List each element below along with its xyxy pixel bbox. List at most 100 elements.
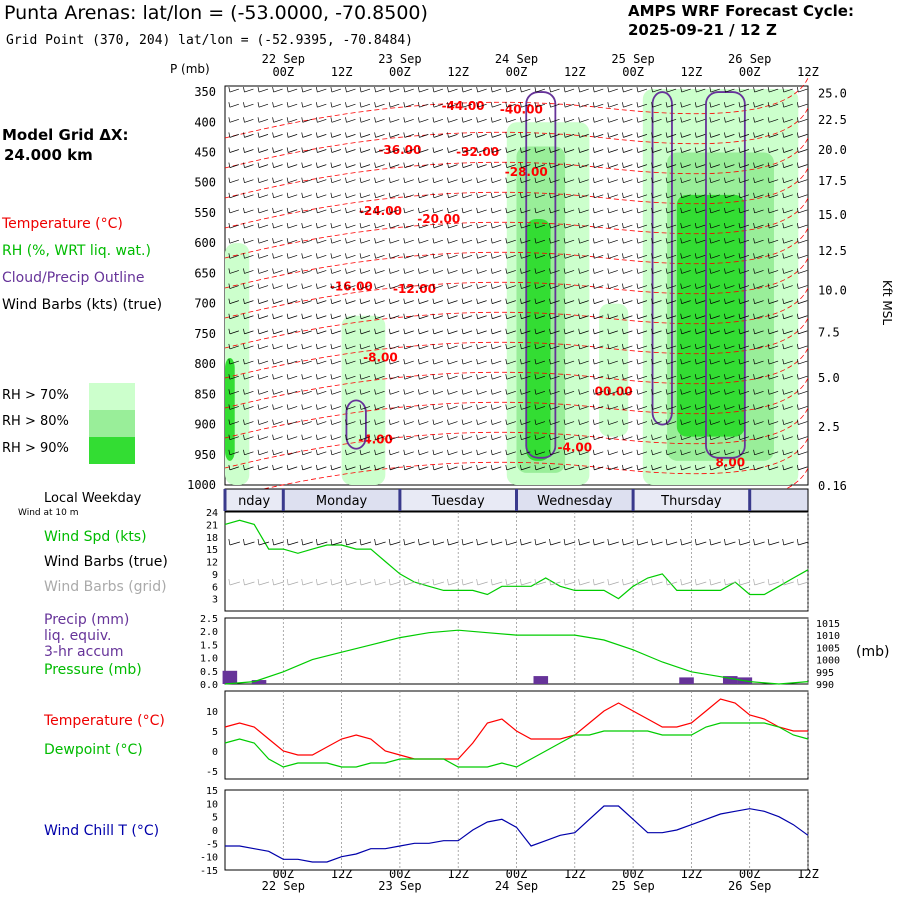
precip-bar [722,676,738,684]
wind-barb [461,328,473,335]
grid-wind-barb [243,578,255,586]
wind-barb [651,162,662,168]
temperature-tick: 0 [212,747,218,758]
wind-barb [330,86,341,93]
wind-barb [505,268,516,274]
wind-barb [520,147,531,153]
wind-barb [680,192,691,199]
wind-barb [636,192,648,199]
wind-barb [738,192,750,199]
wind-barb [403,132,414,138]
wind-barb [359,102,371,108]
wind-barb [709,238,720,244]
isotherm-line [224,167,809,229]
wind-barb [636,283,648,289]
wind-barb [607,389,618,395]
wind-barb [520,283,531,289]
wind-barb [796,192,808,199]
wind-barb [417,86,429,93]
wind-barb [636,374,648,380]
wind-barb [345,147,356,153]
wind-barb [592,86,604,93]
height-tick-label: 15.0 [818,208,847,222]
wind-barb [520,449,531,456]
wind-barb [592,268,604,274]
wind-barb [724,102,735,108]
wind-barb [447,283,458,289]
surface-wind-barb [403,538,415,546]
wind-barb [403,298,414,304]
wind-barb [388,374,400,380]
wind-barb [286,86,298,93]
wind-barb [403,253,414,259]
surface-wind-barb [505,538,517,546]
wind-barb [330,222,341,229]
wind-barb [782,102,793,108]
wind-barb [286,283,298,289]
wind-barb [374,102,385,108]
wind-barb [315,177,327,184]
wind-barb [709,162,720,168]
wind-barb [665,268,677,274]
wind-barb [549,359,560,365]
wind-barb [432,283,444,289]
wind-barb [301,283,312,289]
wind-barb [694,86,706,93]
wind-barb [476,86,487,93]
wind-barb [651,238,662,244]
wind-barb [680,283,691,289]
wind-barb [257,374,269,380]
wind-barb [315,238,327,244]
wind-barb [651,404,662,410]
wind-barb [432,238,444,244]
wind-barb [578,359,589,365]
wind-barb [315,404,327,410]
wind-barb [607,268,618,274]
wind-barb [636,207,648,214]
wind-barb [505,404,516,410]
wind-barb [796,222,808,229]
wind-barb [636,238,648,244]
grid-wind-barb [680,578,692,586]
wind-barb [738,343,750,350]
wind-barb [388,298,400,304]
wind-barb [622,86,633,93]
surface-wind-barb [490,538,503,546]
wind-barb [782,253,793,259]
wind-barb [447,374,458,380]
wind-barb [243,374,254,380]
wind-barb [490,404,502,410]
wind-barb [724,434,735,440]
wind-barb [592,222,604,229]
wind-barb [403,86,414,93]
wind-barb [330,313,341,320]
wind-barb [709,177,720,184]
wind-barb [592,434,604,440]
wind-barb [753,162,764,168]
wind-barb [738,117,750,123]
wind-barb [505,132,516,138]
wind-barb [345,298,356,304]
wind-barb [490,117,502,123]
wind-barb [476,117,487,123]
wind-barb [767,449,779,456]
wind-barb [709,464,720,471]
wind-barb [374,419,385,425]
wind-barb [724,147,735,153]
wind-barb [286,162,298,168]
wind-barb [417,434,429,440]
wind-barb [665,117,677,123]
wind-speed-tick: 9 [212,570,218,581]
wind-barb [461,222,473,229]
wind-barb [796,389,808,395]
wind-barb [549,147,560,153]
wind-barb [563,404,575,410]
wind-barb [432,222,444,229]
wind-barb [680,222,691,229]
wind-barb [272,86,283,93]
wind-barb [651,328,662,335]
wind-barb [724,298,735,304]
wind-barb [476,238,487,244]
wind-barb [374,207,385,214]
